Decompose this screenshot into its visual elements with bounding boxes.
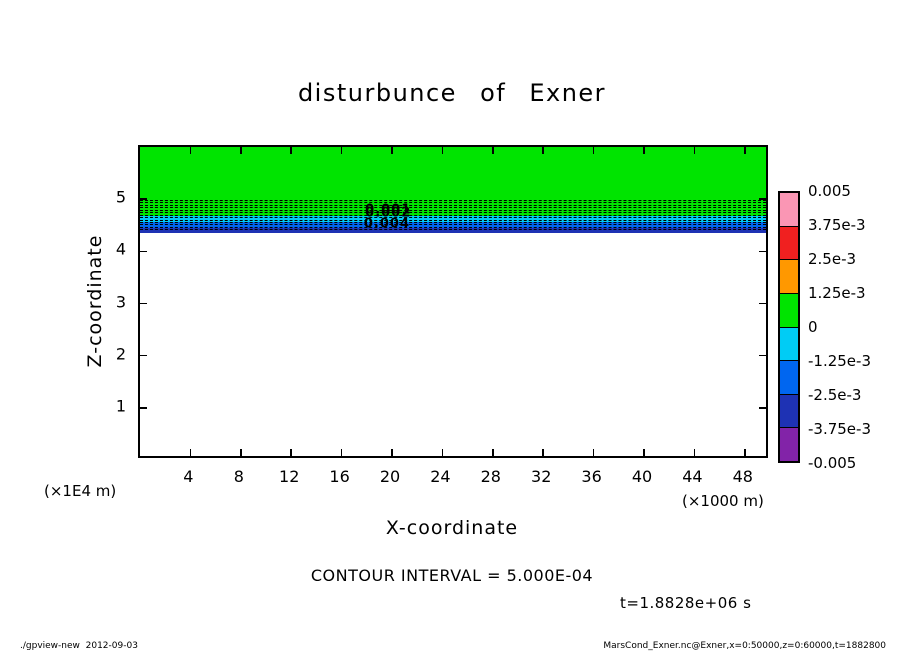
x-tick-label: 12 [279,467,300,486]
colorbar-segment [780,193,798,227]
colorbar-label: 2.5e-3 [808,250,857,268]
contour-line [140,217,766,219]
y-tick-label: 5 [115,187,126,207]
x-tick-mark [592,147,595,154]
x-tick-mark [542,449,544,456]
contour-line [140,219,766,221]
colorbar-label: 0.005 [808,182,851,200]
colorbar-label: -3.75e-3 [808,420,871,438]
footer-command: ./gpview-new 2012-09-03 [20,641,138,651]
x-tick-mark [290,449,292,456]
field-band [140,215,766,223]
colorbar-segment [780,226,798,261]
contour-line [140,214,766,216]
y-tick-mark [759,354,766,357]
colorbar [778,191,800,463]
footer-file-info: MarsCond_Exner.nc@Exner,x=0:50000,z=0:60… [603,641,886,651]
x-tick-label: 48 [732,467,753,486]
y-tick-mark [140,354,147,357]
contour-line [140,221,766,223]
x-tick-mark [693,449,696,456]
x-tick-label: 36 [581,467,602,486]
x-tick-mark [744,147,746,154]
x-tick-mark [391,147,393,154]
y-tick-mark [140,302,147,305]
y-tick-mark [140,198,147,200]
contour-line [140,226,766,228]
y-tick-label: 4 [115,239,126,259]
x-tick-label: 44 [682,467,703,486]
x-axis-label: X-coordinate [385,517,519,539]
contour-line [140,204,766,206]
x-tick-mark [340,449,343,456]
colorbar-segment [780,428,798,461]
x-tick-mark [189,147,192,154]
x-tick-mark [643,449,645,456]
y-axis-unit: (×1E4 m) [44,482,117,500]
x-tick-mark [340,147,343,154]
x-tick-mark [240,449,242,456]
x-tick-label: 28 [480,467,501,486]
y-tick-mark [759,198,766,200]
colorbar-label: -2.5e-3 [808,386,862,404]
y-tick-label: 2 [115,344,126,364]
x-tick-mark [643,147,645,154]
colorbar-label: 3.75e-3 [808,216,866,234]
x-tick-mark [189,449,192,456]
contour-line [140,224,766,226]
chart-title: disturbunce of Exner [297,79,607,107]
x-tick-mark [492,449,494,456]
colorbar-label: 1.25e-3 [808,284,866,302]
colorbar-segment [780,361,798,395]
colorbar-label: -0.005 [808,454,857,472]
contour-line [140,229,766,231]
x-axis-unit: (×1000 m) [682,492,764,510]
contour-line [140,202,766,204]
colorbar-segment [780,260,798,294]
contour-label: 0.002 [365,205,412,221]
x-tick-mark [592,449,595,456]
colorbar-segment [780,394,798,429]
plot-area: 0.001 0.002 0.004 [138,145,768,458]
y-tick-label: 1 [115,396,126,416]
colorbar-segment [780,327,798,362]
y-tick-mark [759,250,766,253]
y-tick-mark [140,250,147,253]
contour-label: 0.004 [363,216,411,232]
x-tick-mark [240,147,242,154]
colorbar-label: -1.25e-3 [808,352,871,370]
contour-line [140,209,766,211]
x-tick-mark [492,147,494,154]
x-tick-label: 4 [183,467,194,486]
y-tick-mark [759,407,766,409]
x-tick-mark [391,449,393,456]
x-tick-label: 24 [430,467,451,486]
x-tick-mark [693,147,696,154]
contour-interval-text: CONTOUR INTERVAL = 5.000E-04 [310,566,594,585]
colorbar-label: 0 [808,318,818,336]
x-tick-label: 16 [329,467,350,486]
x-tick-label: 8 [233,467,244,486]
x-tick-mark [542,147,544,154]
x-tick-mark [441,449,444,456]
contour-label: 0.001 [365,202,412,218]
contour-line [140,212,766,214]
x-tick-label: 20 [379,467,401,486]
colorbar-segment [780,293,798,328]
contour-line [140,199,766,201]
x-tick-label: 32 [531,467,552,486]
contour-line [140,207,766,209]
y-tick-label: 3 [115,292,126,311]
x-tick-mark [744,449,746,456]
field-band [140,147,766,216]
y-tick-mark [759,302,766,305]
x-tick-label: 40 [631,467,653,486]
y-tick-mark [140,407,147,409]
x-tick-mark [290,147,292,154]
x-tick-mark [441,147,444,154]
time-label: t=1.8828e+06 s [620,594,752,612]
